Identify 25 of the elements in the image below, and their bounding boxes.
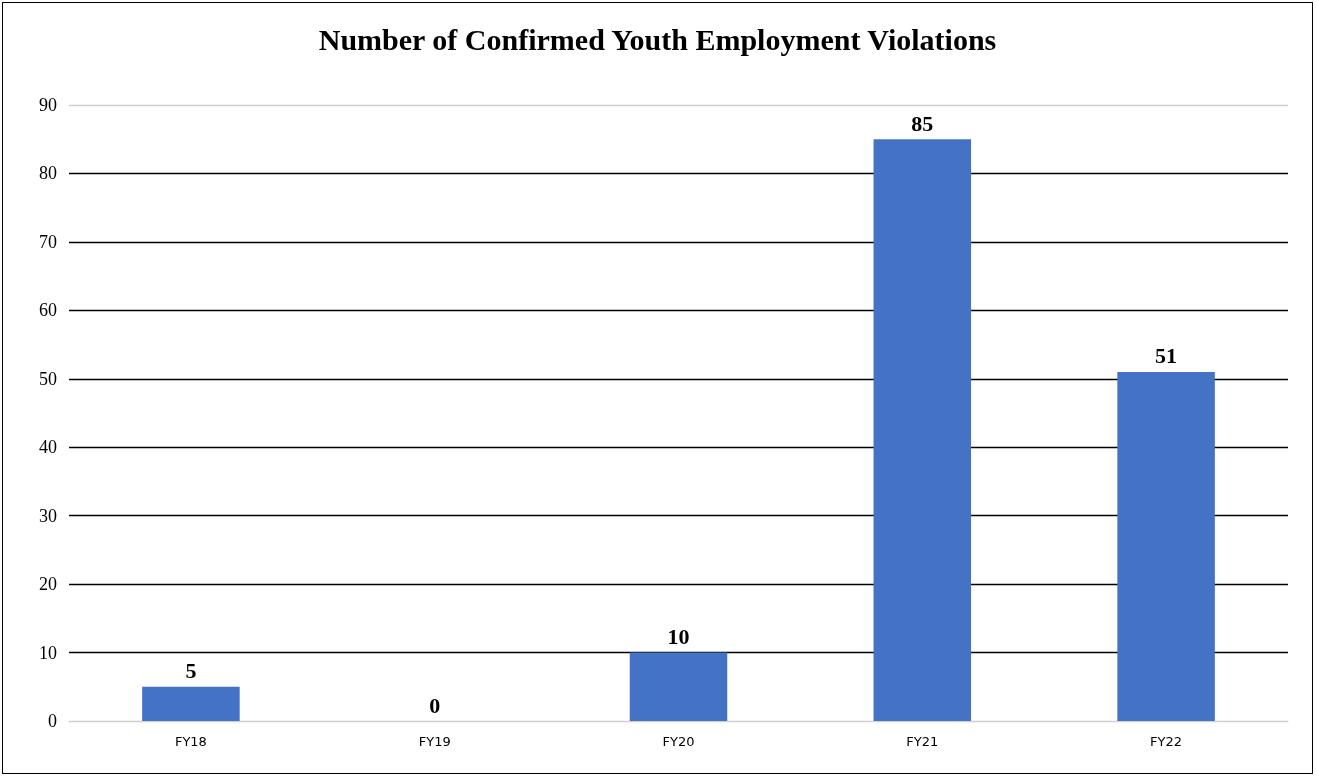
x-tick-label: FY21 <box>906 734 939 749</box>
data-label: 5 <box>185 658 197 684</box>
y-tick-label: 50 <box>39 368 57 389</box>
data-label: 51 <box>1155 343 1178 369</box>
y-tick-label: 20 <box>39 574 57 595</box>
x-tick-label: FY22 <box>1150 734 1183 749</box>
y-tick-label: 10 <box>39 642 57 663</box>
y-tick-label: 80 <box>39 163 57 184</box>
chart-title: Number of Confirmed Youth Employment Violations <box>318 22 997 56</box>
y-tick-label: 30 <box>39 505 57 526</box>
data-label: 0 <box>429 692 441 718</box>
y-tick-label: 90 <box>39 95 57 115</box>
bar <box>873 139 972 721</box>
data-label: 10 <box>667 624 690 650</box>
x-tick-label: FY19 <box>418 734 451 749</box>
bar <box>142 686 240 721</box>
bar <box>629 652 728 721</box>
y-tick-label: 0 <box>48 711 57 731</box>
y-tick-label: 70 <box>39 231 57 252</box>
bar <box>1117 371 1215 721</box>
x-tick-label: FY18 <box>174 734 207 749</box>
y-tick-label: 40 <box>39 437 57 458</box>
y-tick-label: 60 <box>39 300 57 321</box>
data-label: 85 <box>911 110 934 136</box>
x-tick-label: FY20 <box>662 734 695 749</box>
